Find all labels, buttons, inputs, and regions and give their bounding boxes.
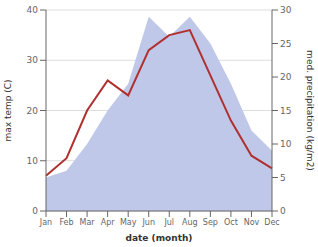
svg-text:Apr: Apr: [101, 218, 116, 227]
svg-text:5: 5: [280, 173, 286, 183]
svg-text:med. precipitation (kg/m2): med. precipitation (kg/m2): [305, 50, 310, 171]
svg-text:30: 30: [280, 5, 292, 15]
svg-text:0: 0: [32, 206, 38, 216]
svg-text:max temp (C): max temp (C): [8, 79, 13, 141]
svg-text:Dec: Dec: [264, 218, 279, 227]
svg-text:Oct: Oct: [224, 218, 238, 227]
svg-text:10: 10: [27, 156, 39, 166]
svg-text:20: 20: [280, 72, 292, 82]
svg-text:20: 20: [27, 106, 39, 116]
svg-text:Mar: Mar: [80, 218, 96, 227]
svg-text:Nov: Nov: [244, 218, 260, 227]
svg-text:15: 15: [280, 106, 291, 116]
svg-text:Feb: Feb: [59, 218, 73, 227]
svg-text:Sep: Sep: [203, 218, 218, 227]
svg-text:40: 40: [27, 5, 39, 15]
svg-text:30: 30: [27, 55, 39, 65]
svg-text:Aug: Aug: [182, 218, 198, 227]
svg-text:Jan: Jan: [39, 218, 52, 227]
svg-text:May: May: [120, 218, 137, 227]
svg-text:Jun: Jun: [141, 218, 155, 227]
svg-text:25: 25: [280, 39, 291, 49]
svg-text:0: 0: [280, 206, 286, 216]
svg-text:10: 10: [280, 139, 292, 149]
svg-text:date (month): date (month): [126, 233, 193, 243]
svg-text:Jul: Jul: [163, 218, 174, 227]
